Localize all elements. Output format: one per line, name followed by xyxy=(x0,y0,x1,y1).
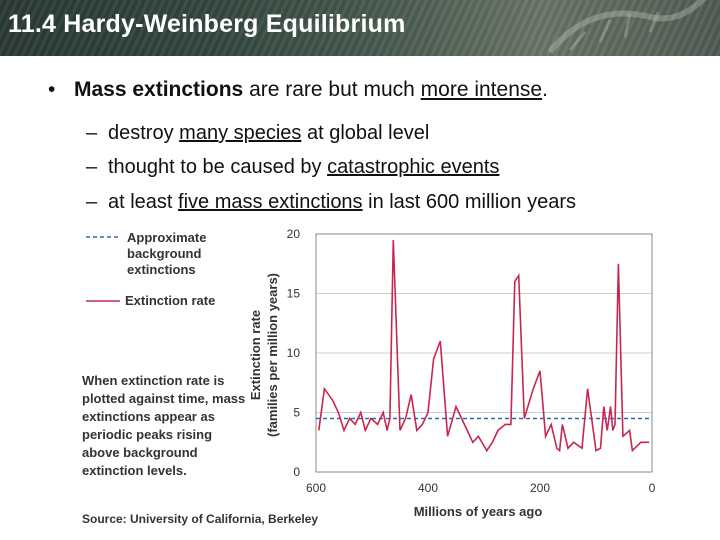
bullet-bold-text: Mass extinctions xyxy=(74,78,244,101)
sub-bullet-dash: – xyxy=(86,191,98,213)
sub-bullet-underlined: many species xyxy=(179,122,302,144)
sub-bullet-3: – at least five mass extinctions in last … xyxy=(86,191,576,214)
sub-bullet-underlined: catastrophic events xyxy=(327,156,500,178)
x-tick-label: 200 xyxy=(530,481,550,495)
y-tick-label: 15 xyxy=(287,287,301,301)
plot-frame xyxy=(315,233,653,473)
source-note: Source: University of California, Berkel… xyxy=(82,512,319,526)
sub-bullet-dash: – xyxy=(86,156,98,178)
fossil-background-icon xyxy=(547,0,707,54)
x-tick-label: 0 xyxy=(649,481,656,495)
x-tick-label: 600 xyxy=(306,481,326,495)
sub-bullet-text: destroy xyxy=(108,122,180,144)
page-title: 11.4 Hardy-Weinberg Equilibrium xyxy=(8,10,406,38)
chart-grid xyxy=(316,293,652,413)
sub-bullet-underlined: five mass extinctions xyxy=(178,191,363,213)
chart-caption: When extinction rate is plotted against … xyxy=(82,373,246,478)
legend-rate-label: Extinction rate xyxy=(125,293,216,308)
main-bullet: • Mass extinctions are rare but much more… xyxy=(48,78,548,102)
y-axis-label-line: (families per million years) xyxy=(265,273,280,437)
y-tick-label: 20 xyxy=(287,227,301,241)
sub-bullet-1: – destroy many species at global level xyxy=(86,122,429,145)
y-tick-label: 0 xyxy=(293,465,300,479)
sub-bullet-text: thought to be caused by xyxy=(108,156,328,178)
title-bar: 11.4 Hardy-Weinberg Equilibrium xyxy=(0,0,720,56)
chart-ticks: 0 5 10 15 20 600 400 200 0 xyxy=(287,227,656,495)
bullet-text: are rare but much xyxy=(243,78,421,101)
sub-bullet-text: at least xyxy=(108,191,179,213)
sub-bullet-text-end: at global level xyxy=(301,122,430,144)
y-tick-label: 10 xyxy=(287,346,301,360)
title-texture xyxy=(0,0,720,56)
sub-bullet-2: – thought to be caused by catastrophic ev… xyxy=(86,156,499,179)
y-axis-label: Extinction rate (families per million yea… xyxy=(248,273,280,437)
bullet-dot: • xyxy=(48,78,56,101)
bullet-underlined-text: more intense xyxy=(420,78,543,101)
bullet-end-text: . xyxy=(542,78,548,101)
sub-bullet-text-end: in last 600 million years xyxy=(362,191,576,213)
y-tick-label: 5 xyxy=(293,406,300,420)
sub-bullet-dash: – xyxy=(86,122,98,144)
y-axis-label-line: Extinction rate xyxy=(248,310,263,400)
legend-background-label: Approximate background extinctions xyxy=(127,230,207,277)
x-tick-label: 400 xyxy=(418,481,438,495)
x-axis-label: Millions of years ago xyxy=(414,504,543,519)
extinction-rate-line xyxy=(318,239,650,453)
